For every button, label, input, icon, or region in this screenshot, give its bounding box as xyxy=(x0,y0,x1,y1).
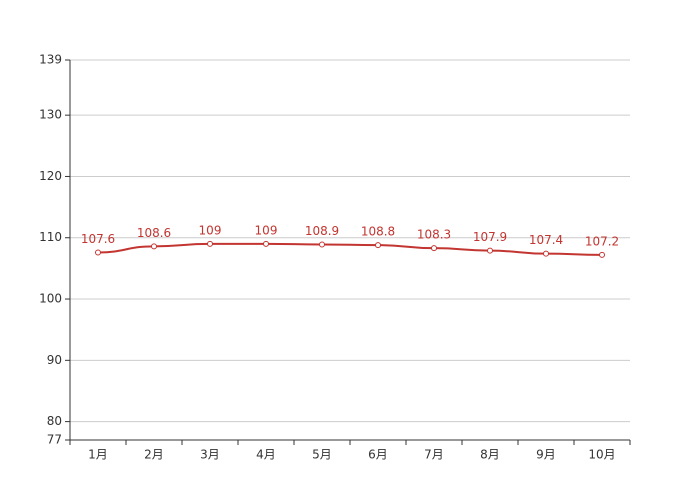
y-tick-label: 77 xyxy=(47,433,62,447)
value-label: 108.3 xyxy=(417,228,451,242)
y-tick-label: 100 xyxy=(39,292,62,306)
x-tick-label: 6月 xyxy=(368,448,388,462)
x-tick-label: 4月 xyxy=(256,448,276,462)
x-tick-label: 7月 xyxy=(424,448,444,462)
y-tick-label: 120 xyxy=(39,169,62,183)
x-tick-label: 1月 xyxy=(88,448,108,462)
point xyxy=(487,247,493,254)
y-tick-label: 130 xyxy=(39,108,62,122)
value-label: 108.6 xyxy=(137,226,171,240)
y-tick-label: 110 xyxy=(39,230,62,244)
value-label: 107.4 xyxy=(529,233,563,247)
y-tick-label: 80 xyxy=(47,414,62,428)
point xyxy=(95,249,101,256)
y-tick-label: 90 xyxy=(47,353,62,367)
x-tick-label: 3月 xyxy=(200,448,220,462)
point xyxy=(151,243,157,250)
point xyxy=(319,241,325,248)
point xyxy=(263,240,269,247)
point xyxy=(375,242,381,249)
x-tick-label: 8月 xyxy=(480,448,500,462)
series-line xyxy=(97,242,603,256)
x-tick-label: 2月 xyxy=(144,448,164,462)
point xyxy=(543,250,549,257)
value-label: 107.6 xyxy=(81,232,115,246)
value-label: 108.8 xyxy=(361,225,395,239)
value-label: 109 xyxy=(255,223,278,237)
value-label: 108.9 xyxy=(305,224,339,238)
x-tick-label: 9月 xyxy=(536,448,556,462)
value-label: 107.2 xyxy=(585,234,619,248)
point xyxy=(207,240,213,247)
x-tick-label: 5月 xyxy=(312,448,332,462)
y-tick-label: 139 xyxy=(39,53,62,67)
point xyxy=(599,251,605,258)
point xyxy=(431,245,437,252)
value-label: 109 xyxy=(199,223,222,237)
value-label: 107.9 xyxy=(473,230,507,244)
x-tick-label: 10月 xyxy=(588,448,615,462)
